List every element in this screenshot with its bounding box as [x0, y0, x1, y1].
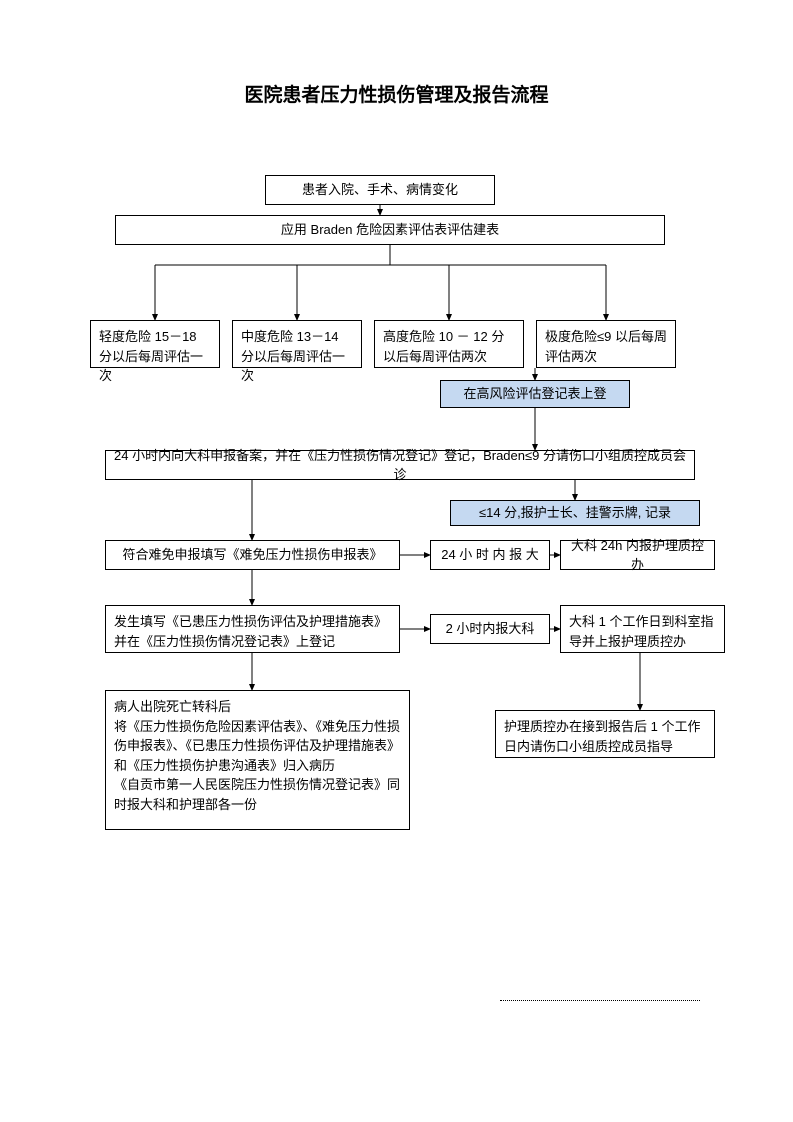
page-title: 医院患者压力性损伤管理及报告流程 — [0, 80, 793, 107]
node-n1: 患者入院、手术、病情变化 — [265, 175, 495, 205]
node-n11: 24 小 时 内 报 大 — [430, 540, 550, 570]
node-n2: 应用 Braden 危险因素评估表评估建表 — [115, 215, 665, 245]
node-n16: 病人出院死亡转科后将《压力性损伤危险因素评估表》、《难免压力性损伤申报表》、《已… — [105, 690, 410, 830]
node-n15: 大科 1 个工作日到科室指导并上报护理质控办 — [560, 605, 725, 653]
node-n4: 中度危险 13－14 分以后每周评估一次 — [232, 320, 362, 368]
node-n7: 在高风险评估登记表上登 — [440, 380, 630, 408]
node-n9: ≤14 分,报护士长、挂警示牌, 记录 — [450, 500, 700, 526]
node-n17: 护理质控办在接到报告后 1 个工作日内请伤口小组质控成员指导 — [495, 710, 715, 758]
flowchart-page: 医院患者压力性损伤管理及报告流程 患者入院、手术、病情变化应用 Braden 危… — [0, 0, 793, 1122]
footer-dotted-line — [500, 1000, 700, 1001]
node-n8: 24 小时内向大科申报备案，并在《压力性损伤情况登记》登记，Braden≤9 分… — [105, 450, 695, 480]
node-n5: 高度危险 10 － 12 分以后每周评估两次 — [374, 320, 524, 368]
node-n14: 2 小时内报大科 — [430, 614, 550, 644]
node-n10: 符合难免申报填写《难免压力性损伤申报表》 — [105, 540, 400, 570]
node-n13: 发生填写《已患压力性损伤评估及护理措施表》并在《压力性损伤情况登记表》上登记 — [105, 605, 400, 653]
node-n12: 大科 24h 内报护理质控办 — [560, 540, 715, 570]
node-n6: 极度危险≤9 以后每周评估两次 — [536, 320, 676, 368]
node-n3: 轻度危险 15－18 分以后每周评估一次 — [90, 320, 220, 368]
